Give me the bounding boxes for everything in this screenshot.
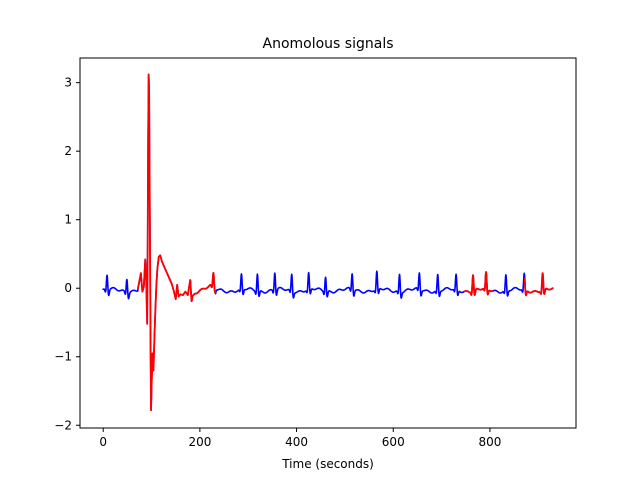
- y-tick-label: −1: [54, 350, 72, 364]
- y-axis-ticks: −2 −1 0 1 2 3: [54, 76, 80, 432]
- signal-line-anomaly-2: [523, 272, 554, 297]
- y-tick-label: −2: [54, 418, 72, 432]
- x-tick-label: 600: [382, 435, 405, 449]
- y-tick-label: 0: [64, 281, 72, 295]
- signal-line-anomaly-0: [137, 73, 217, 412]
- chart-title: Anomolous signals: [263, 36, 394, 52]
- x-tick-label: 200: [188, 435, 211, 449]
- x-tick-label: 400: [285, 435, 308, 449]
- y-tick-label: 1: [64, 213, 72, 227]
- plot-frame: [79, 57, 577, 429]
- y-tick-label: 3: [64, 76, 72, 90]
- x-axis-title: Time (seconds): [281, 457, 374, 471]
- x-tick-label: 800: [478, 435, 501, 449]
- x-tick-label: 0: [99, 435, 107, 449]
- y-tick-label: 2: [64, 144, 72, 158]
- signal-line-anomaly-1: [463, 271, 494, 296]
- plot-lines: [102, 73, 554, 412]
- x-axis-ticks: 0 200 400 600 800: [99, 428, 501, 449]
